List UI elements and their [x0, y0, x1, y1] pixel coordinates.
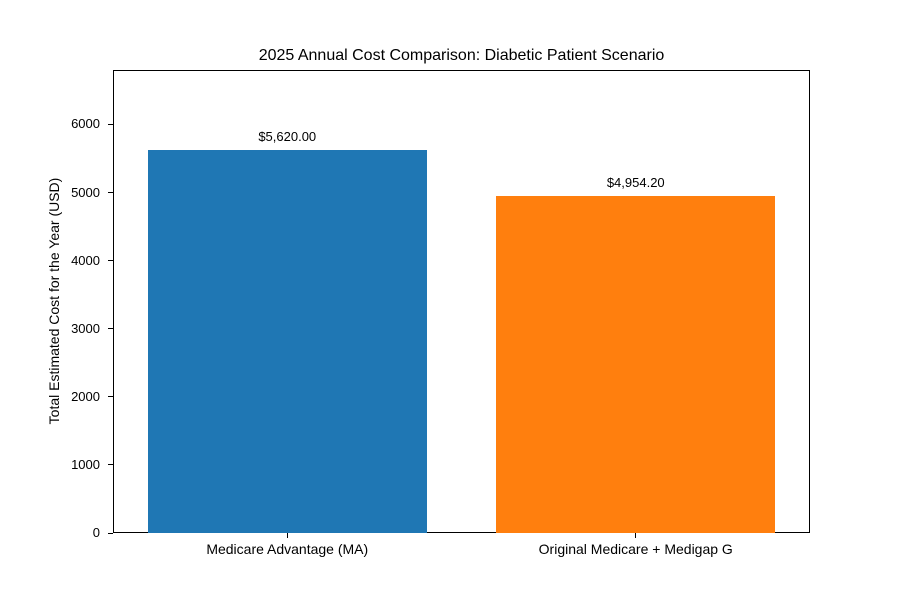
chart-title: 2025 Annual Cost Comparison: Diabetic Pa… [258, 47, 665, 64]
y-tick-label: 5000 [71, 184, 100, 200]
bar [496, 195, 776, 533]
y-tick-label: 3000 [71, 320, 100, 336]
y-tick-mark [108, 123, 113, 125]
x-tick-mark [635, 533, 637, 538]
bar-value-label: $4,954.20 [606, 174, 665, 190]
y-tick-label: 6000 [71, 116, 100, 132]
bar-value-label: $5,620.00 [258, 129, 317, 145]
y-tick-mark [108, 464, 113, 466]
x-tick-mark [286, 533, 288, 538]
y-tick-label: 4000 [71, 252, 100, 268]
x-tick-label: Original Medicare + Medigap G [538, 541, 733, 557]
y-tick-label: 0 [92, 525, 100, 540]
y-tick-mark [108, 396, 113, 398]
x-tick-label: Medicare Advantage (MA) [206, 541, 369, 557]
y-tick-mark [108, 532, 113, 534]
y-tick-label: 2000 [71, 388, 100, 404]
y-tick-label: 1000 [71, 456, 100, 472]
y-tick-mark [108, 328, 113, 330]
bar [147, 150, 427, 533]
y-tick-mark [108, 192, 113, 194]
y-axis-label: Total Estimated Cost for the Year (USD) [46, 177, 62, 425]
y-tick-mark [108, 260, 113, 262]
